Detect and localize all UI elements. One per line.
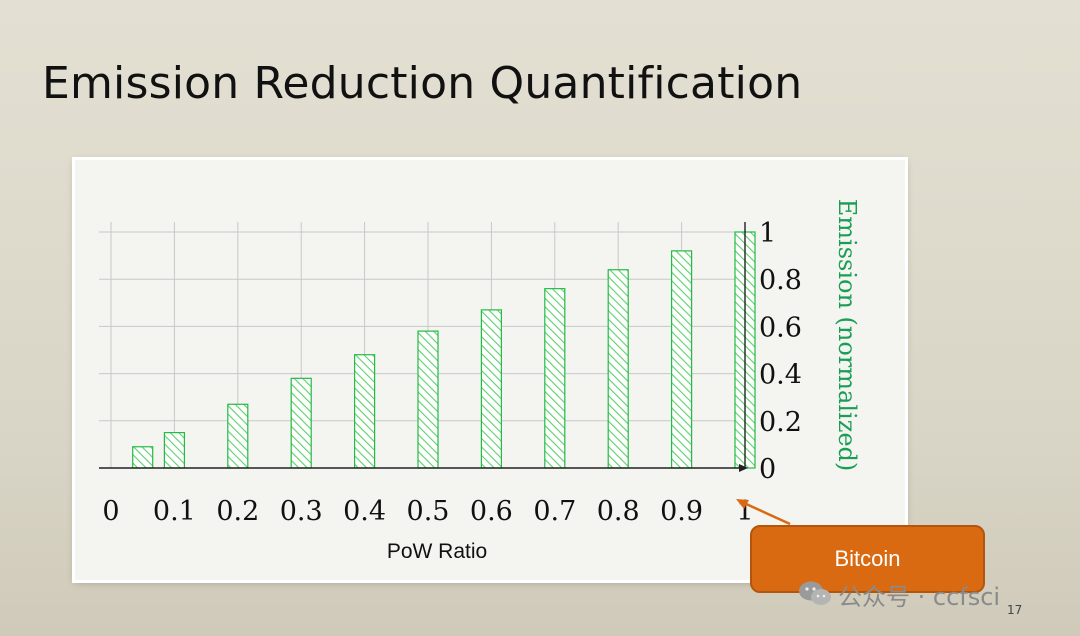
bar-7 <box>544 288 566 469</box>
x-tick-label-10: 1 <box>736 496 753 527</box>
y-tick-label-5: 1 <box>759 218 776 249</box>
x-tick-label-8: 0.8 <box>597 496 640 527</box>
x-tick-label-9: 0.9 <box>660 496 703 527</box>
bar-1 <box>163 432 186 469</box>
y-tick-label-3: 0.6 <box>759 312 802 343</box>
bar-3 <box>290 377 312 469</box>
x-tick-label-2: 0.2 <box>216 496 259 527</box>
callout-label: Bitcoin <box>834 546 901 571</box>
bar-0 <box>132 446 154 469</box>
watermark-text: 公众号 · ccfsci <box>838 582 1001 611</box>
bar-8 <box>607 269 629 469</box>
x-axis-arrow <box>739 464 748 472</box>
bar-5 <box>417 330 439 469</box>
axes <box>99 222 748 472</box>
watermark: 公众号 · ccfsci <box>798 578 1001 611</box>
emission-bar-chart: 0 0.1 0.2 0.3 0.4 0.5 0.6 0.7 0.8 0.9 100.20.40.60… <box>99 199 861 563</box>
x-axis-label: PoW Ratio <box>387 540 487 563</box>
y-tick-label-1: 0.2 <box>759 407 802 438</box>
bar-6 <box>480 309 502 469</box>
bar-2 <box>227 403 249 469</box>
y-axis-label: Emission (normalized) <box>833 199 861 472</box>
y-tick-label-2: 0.4 <box>759 360 802 391</box>
x-tick-label-5: 0.5 <box>407 496 450 527</box>
bitcoin-callout: Bitcoin <box>750 525 985 593</box>
x-tick-label-4: 0.4 <box>343 496 386 527</box>
bar-4 <box>354 354 376 469</box>
tick-labels: 0 0.1 0.2 0.3 0.4 0.5 0.6 0.7 0.8 0.9 100.20.40.60… <box>102 218 802 527</box>
page-number: 17 <box>1007 603 1023 617</box>
x-tick-label-6: 0.6 <box>470 496 513 527</box>
x-tick-label-7: 0.7 <box>533 496 576 527</box>
bar-9 <box>670 250 693 469</box>
bars <box>132 231 756 469</box>
slide-title: Emission Reduction Quantification <box>42 58 803 109</box>
x-tick-label-3: 0.3 <box>280 496 323 527</box>
x-tick-label-0: 0 <box>102 496 119 527</box>
wechat-icon <box>799 581 831 605</box>
x-tick-label-1: 0.1 <box>153 496 196 527</box>
y-tick-label-4: 0.8 <box>759 265 802 296</box>
chart-panel: 0 0.1 0.2 0.3 0.4 0.5 0.6 0.7 0.8 0.9 1 0 0.2 0.4 0.6 0… <box>75 160 905 580</box>
y-tick-label-0: 0 <box>759 454 776 485</box>
